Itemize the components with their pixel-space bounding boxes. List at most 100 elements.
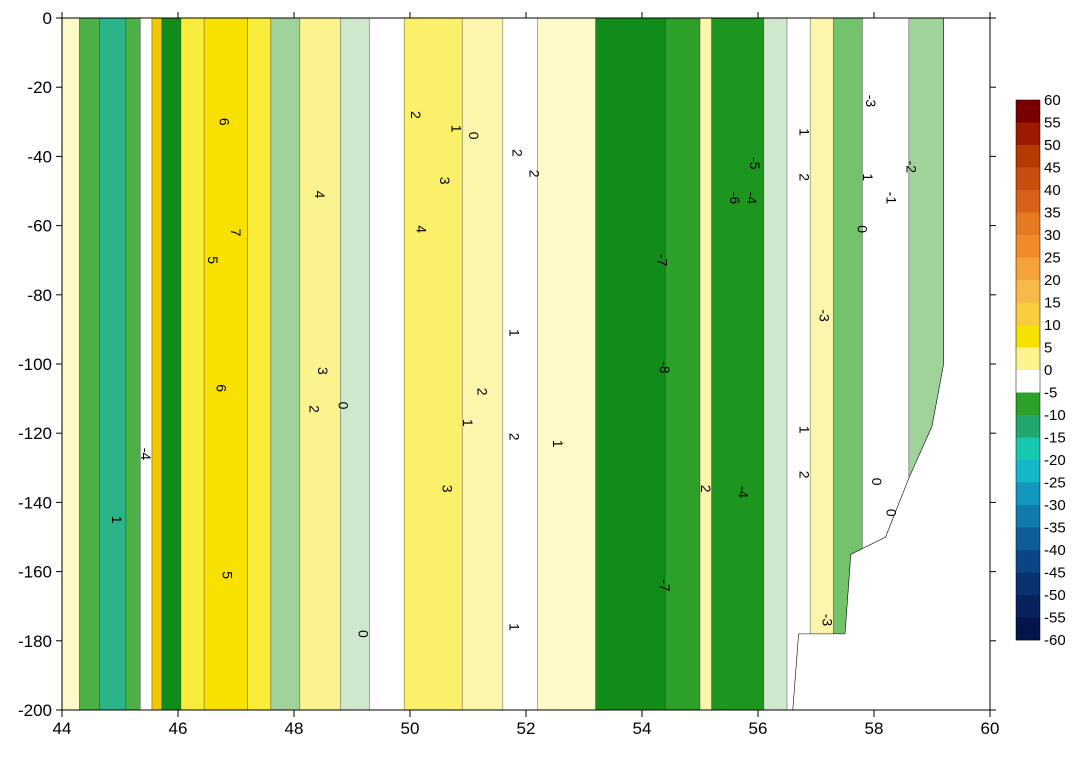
colorbar-segment xyxy=(1016,617,1040,641)
x-axis: 44 46 48 50 52 54 56 58 60 xyxy=(53,12,1000,738)
colorbar-label: -5 xyxy=(1044,385,1057,402)
contour-band xyxy=(700,18,712,710)
y-tick-label: -60 xyxy=(27,217,52,236)
blank-region xyxy=(792,18,990,710)
contour-value-label: -3 xyxy=(820,614,836,627)
contour-band xyxy=(180,18,205,710)
x-tick-label: 48 xyxy=(285,719,304,738)
white-region xyxy=(792,18,990,710)
contour-value-label: -4 xyxy=(138,448,154,461)
colorbar-frame xyxy=(1015,99,1041,641)
contour-value-label: -3 xyxy=(863,95,879,108)
contour-band xyxy=(787,18,811,710)
colorbar-label: -45 xyxy=(1044,565,1066,582)
x-tick-label: 56 xyxy=(749,719,768,738)
colorbar-label: -50 xyxy=(1044,587,1066,604)
colorbar-segment xyxy=(1016,145,1040,168)
y-tick-label: -100 xyxy=(18,355,52,374)
y-tick-label: -140 xyxy=(18,493,52,512)
x-tick-label: 54 xyxy=(633,719,652,738)
contour-value-label: -3 xyxy=(817,309,833,322)
contour-value-label: 0 xyxy=(356,630,372,638)
x-tick-label: 46 xyxy=(169,719,188,738)
colorbar-segment xyxy=(1016,370,1040,393)
contour-band xyxy=(665,18,700,710)
colorbar-segment xyxy=(1016,550,1040,573)
colorbar-segment xyxy=(1016,347,1040,371)
y-tick-label: -40 xyxy=(27,147,52,166)
colorbar-segment xyxy=(1016,235,1040,258)
contour-band xyxy=(125,18,141,710)
y-tick-label: -180 xyxy=(18,632,52,651)
contour-value-label: 1 xyxy=(506,329,522,337)
contour-band xyxy=(270,18,300,710)
colorbar-label: -60 xyxy=(1044,632,1066,649)
contour-band xyxy=(595,18,666,710)
y-tick-label: -20 xyxy=(27,78,52,97)
colorbar-label: 60 xyxy=(1044,92,1061,109)
contour-value-label: 0 xyxy=(883,509,899,517)
contour-value-label: 2 xyxy=(527,170,543,178)
contour-value-label: 1 xyxy=(506,623,522,631)
contour-band xyxy=(537,18,596,710)
contour-band xyxy=(404,18,463,710)
colorbar-label: -25 xyxy=(1044,475,1066,492)
contour-band xyxy=(204,18,248,710)
contour-value-label: 0 xyxy=(335,402,351,410)
contour-value-label: 2 xyxy=(796,471,812,479)
colorbar-segment xyxy=(1016,280,1040,303)
contour-band xyxy=(763,18,787,710)
contour-value-label: 6 xyxy=(216,118,232,126)
x-tick-label: 60 xyxy=(981,719,1000,738)
colorbar-segment xyxy=(1016,505,1040,528)
contour-value-label: -1 xyxy=(883,192,899,205)
colorbar-label: -55 xyxy=(1044,610,1066,627)
contour-value-label: 2 xyxy=(698,485,714,493)
contour-value-label: 4 xyxy=(414,225,430,233)
contour-value-label: 2 xyxy=(408,111,424,119)
x-tick-label: 58 xyxy=(865,719,884,738)
contour-band xyxy=(151,18,162,710)
colorbar-label: 40 xyxy=(1044,182,1061,199)
contour-value-label: 7 xyxy=(228,229,244,237)
contour-value-label: 6 xyxy=(214,384,230,392)
colorbar-segment xyxy=(1016,527,1040,551)
colorbar-label: -10 xyxy=(1044,407,1066,424)
colorbar-label: -40 xyxy=(1044,542,1066,559)
contour-value-label: 0 xyxy=(854,225,870,233)
y-tick-label: -200 xyxy=(18,701,52,720)
contour-value-label: 1 xyxy=(109,516,125,524)
colorbar-segment xyxy=(1016,460,1040,483)
contour-value-label: -7 xyxy=(657,579,673,592)
contour-band xyxy=(502,18,538,710)
x-tick-label: 44 xyxy=(53,719,72,738)
colorbar-label: 0 xyxy=(1044,362,1052,379)
contour-value-label: 3 xyxy=(437,177,453,185)
colorbar-label: -20 xyxy=(1044,452,1066,469)
colorbar-segment xyxy=(1016,482,1040,506)
contour-value-label: -5 xyxy=(747,157,763,170)
colorbar-segment xyxy=(1016,257,1040,281)
contour-band xyxy=(369,18,405,710)
contour-value-label: -7 xyxy=(654,254,670,267)
colorbar-segment xyxy=(1016,325,1040,348)
contour-value-label: -6 xyxy=(727,192,743,205)
contour-value-label: 0 xyxy=(466,132,482,140)
x-tick-label: 50 xyxy=(401,719,420,738)
colorbar-segment xyxy=(1016,302,1040,326)
colorbar-label: 55 xyxy=(1044,115,1061,132)
contour-value-label: 2 xyxy=(306,405,322,413)
colorbar-label: -35 xyxy=(1044,520,1066,537)
contour-value-label: 2 xyxy=(796,173,812,181)
contour-band xyxy=(62,18,80,710)
colorbar-label: 50 xyxy=(1044,137,1061,154)
y-tick-label: -120 xyxy=(18,424,52,443)
contour-band xyxy=(810,18,834,710)
contour-value-label: -2 xyxy=(904,161,920,174)
contour-value-label: 5 xyxy=(219,571,235,579)
contour-value-label: 1 xyxy=(550,440,566,448)
contour-value-label: 2 xyxy=(506,433,522,441)
contour-band xyxy=(299,18,341,710)
contour-value-label: 1 xyxy=(860,173,876,181)
plot-area xyxy=(62,18,944,710)
